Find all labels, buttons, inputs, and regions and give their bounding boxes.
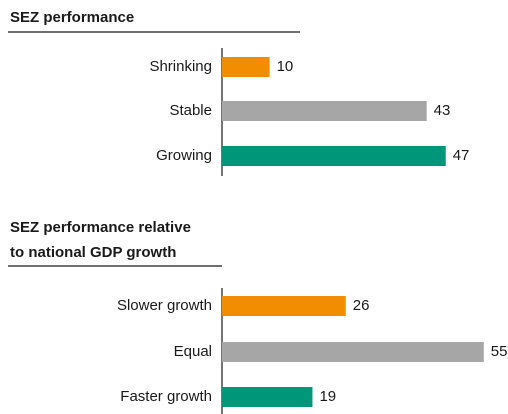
category-label: Shrinking — [149, 58, 212, 75]
value-label: 47 — [453, 147, 470, 164]
category-label: Equal — [174, 343, 212, 360]
category-label: Faster growth — [120, 388, 212, 405]
value-label: 55 — [491, 343, 508, 360]
bar — [222, 146, 446, 166]
bar — [222, 296, 346, 316]
category-label: Stable — [169, 102, 212, 119]
category-label: Growing — [156, 147, 212, 164]
chart-title: to national GDP growth — [10, 244, 176, 261]
value-label: 10 — [277, 58, 294, 75]
bar — [222, 387, 313, 407]
chart-title: SEZ performance — [10, 9, 134, 26]
bar — [222, 57, 270, 77]
value-label: 26 — [353, 297, 370, 314]
value-label: 43 — [434, 102, 451, 119]
bar — [222, 342, 484, 362]
category-label: Slower growth — [117, 297, 212, 314]
chart-title: SEZ performance relative — [10, 219, 191, 236]
bar — [222, 101, 427, 121]
value-label: 19 — [319, 388, 336, 405]
